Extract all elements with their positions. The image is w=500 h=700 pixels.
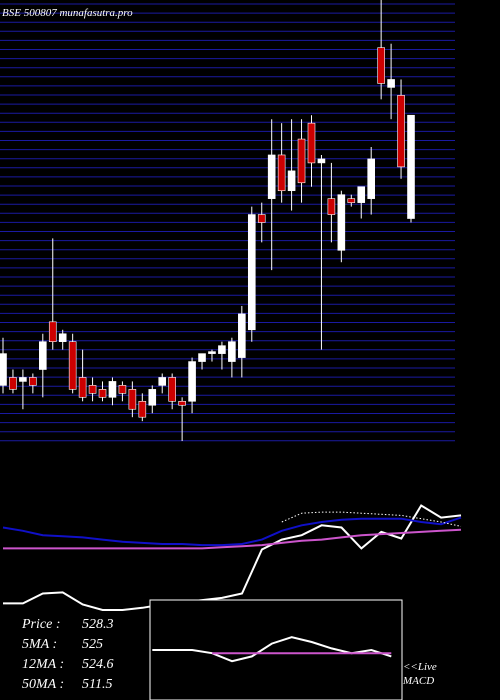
candle-body bbox=[78, 377, 87, 398]
candle-body bbox=[29, 377, 37, 386]
macd-label: <<Live bbox=[403, 661, 437, 673]
candle-body bbox=[327, 198, 336, 215]
candle-body bbox=[178, 400, 186, 406]
candle-body bbox=[407, 114, 415, 219]
candle-body bbox=[88, 385, 97, 394]
chart-title: BSE 500807 munafasutra.pro bbox=[2, 7, 133, 19]
candle-body bbox=[228, 341, 236, 362]
candle-body bbox=[297, 138, 306, 184]
candle-body bbox=[218, 345, 226, 354]
stat-name: 12MA : bbox=[22, 657, 64, 672]
candle-body bbox=[39, 341, 47, 370]
stat-value: 511.5 bbox=[82, 677, 112, 692]
candle-body bbox=[257, 214, 266, 223]
candle-body bbox=[128, 389, 137, 410]
candle-body bbox=[108, 381, 117, 398]
candle-body bbox=[267, 154, 276, 199]
candle-body bbox=[208, 351, 216, 354]
candle-body bbox=[48, 321, 57, 342]
candle-body bbox=[58, 333, 67, 342]
macd-panel bbox=[152, 636, 392, 663]
candle-body bbox=[9, 377, 17, 390]
candle-body bbox=[238, 313, 246, 358]
stat-value: 528.3 bbox=[82, 617, 114, 632]
ma-line bbox=[2, 516, 462, 547]
candle-body bbox=[98, 389, 107, 398]
candle-body bbox=[387, 79, 395, 88]
stat-name: 50MA : bbox=[22, 677, 64, 692]
candle-body bbox=[0, 353, 7, 386]
candle-body bbox=[158, 377, 167, 386]
candle-body bbox=[367, 158, 375, 199]
candle-body bbox=[148, 389, 157, 406]
candle-body bbox=[317, 158, 326, 164]
stat-value: 524.6 bbox=[82, 657, 114, 672]
candle-body bbox=[357, 186, 366, 203]
ma-line bbox=[281, 511, 462, 527]
candle-body bbox=[337, 194, 346, 251]
grid bbox=[0, 3, 455, 442]
ma-line bbox=[3, 528, 462, 550]
candle-body bbox=[277, 154, 286, 192]
candle-body bbox=[168, 377, 176, 402]
macd-label: MACD bbox=[402, 675, 434, 687]
marks bbox=[0, 0, 462, 611]
candle-body bbox=[198, 353, 206, 362]
candle-body bbox=[188, 361, 196, 402]
candle-body bbox=[307, 122, 316, 164]
stat-name: 5MA : bbox=[22, 637, 57, 652]
candle-body bbox=[347, 198, 356, 203]
candle-body bbox=[247, 214, 256, 331]
candle-body bbox=[19, 377, 27, 382]
stat-value: 525 bbox=[82, 637, 103, 652]
candle-body bbox=[68, 341, 77, 390]
stat-name: Price : bbox=[21, 617, 60, 632]
candle-body bbox=[397, 95, 405, 168]
candle-body bbox=[287, 170, 296, 192]
candle-body bbox=[377, 47, 385, 84]
candle-body bbox=[138, 400, 147, 418]
candle-body bbox=[118, 385, 127, 394]
